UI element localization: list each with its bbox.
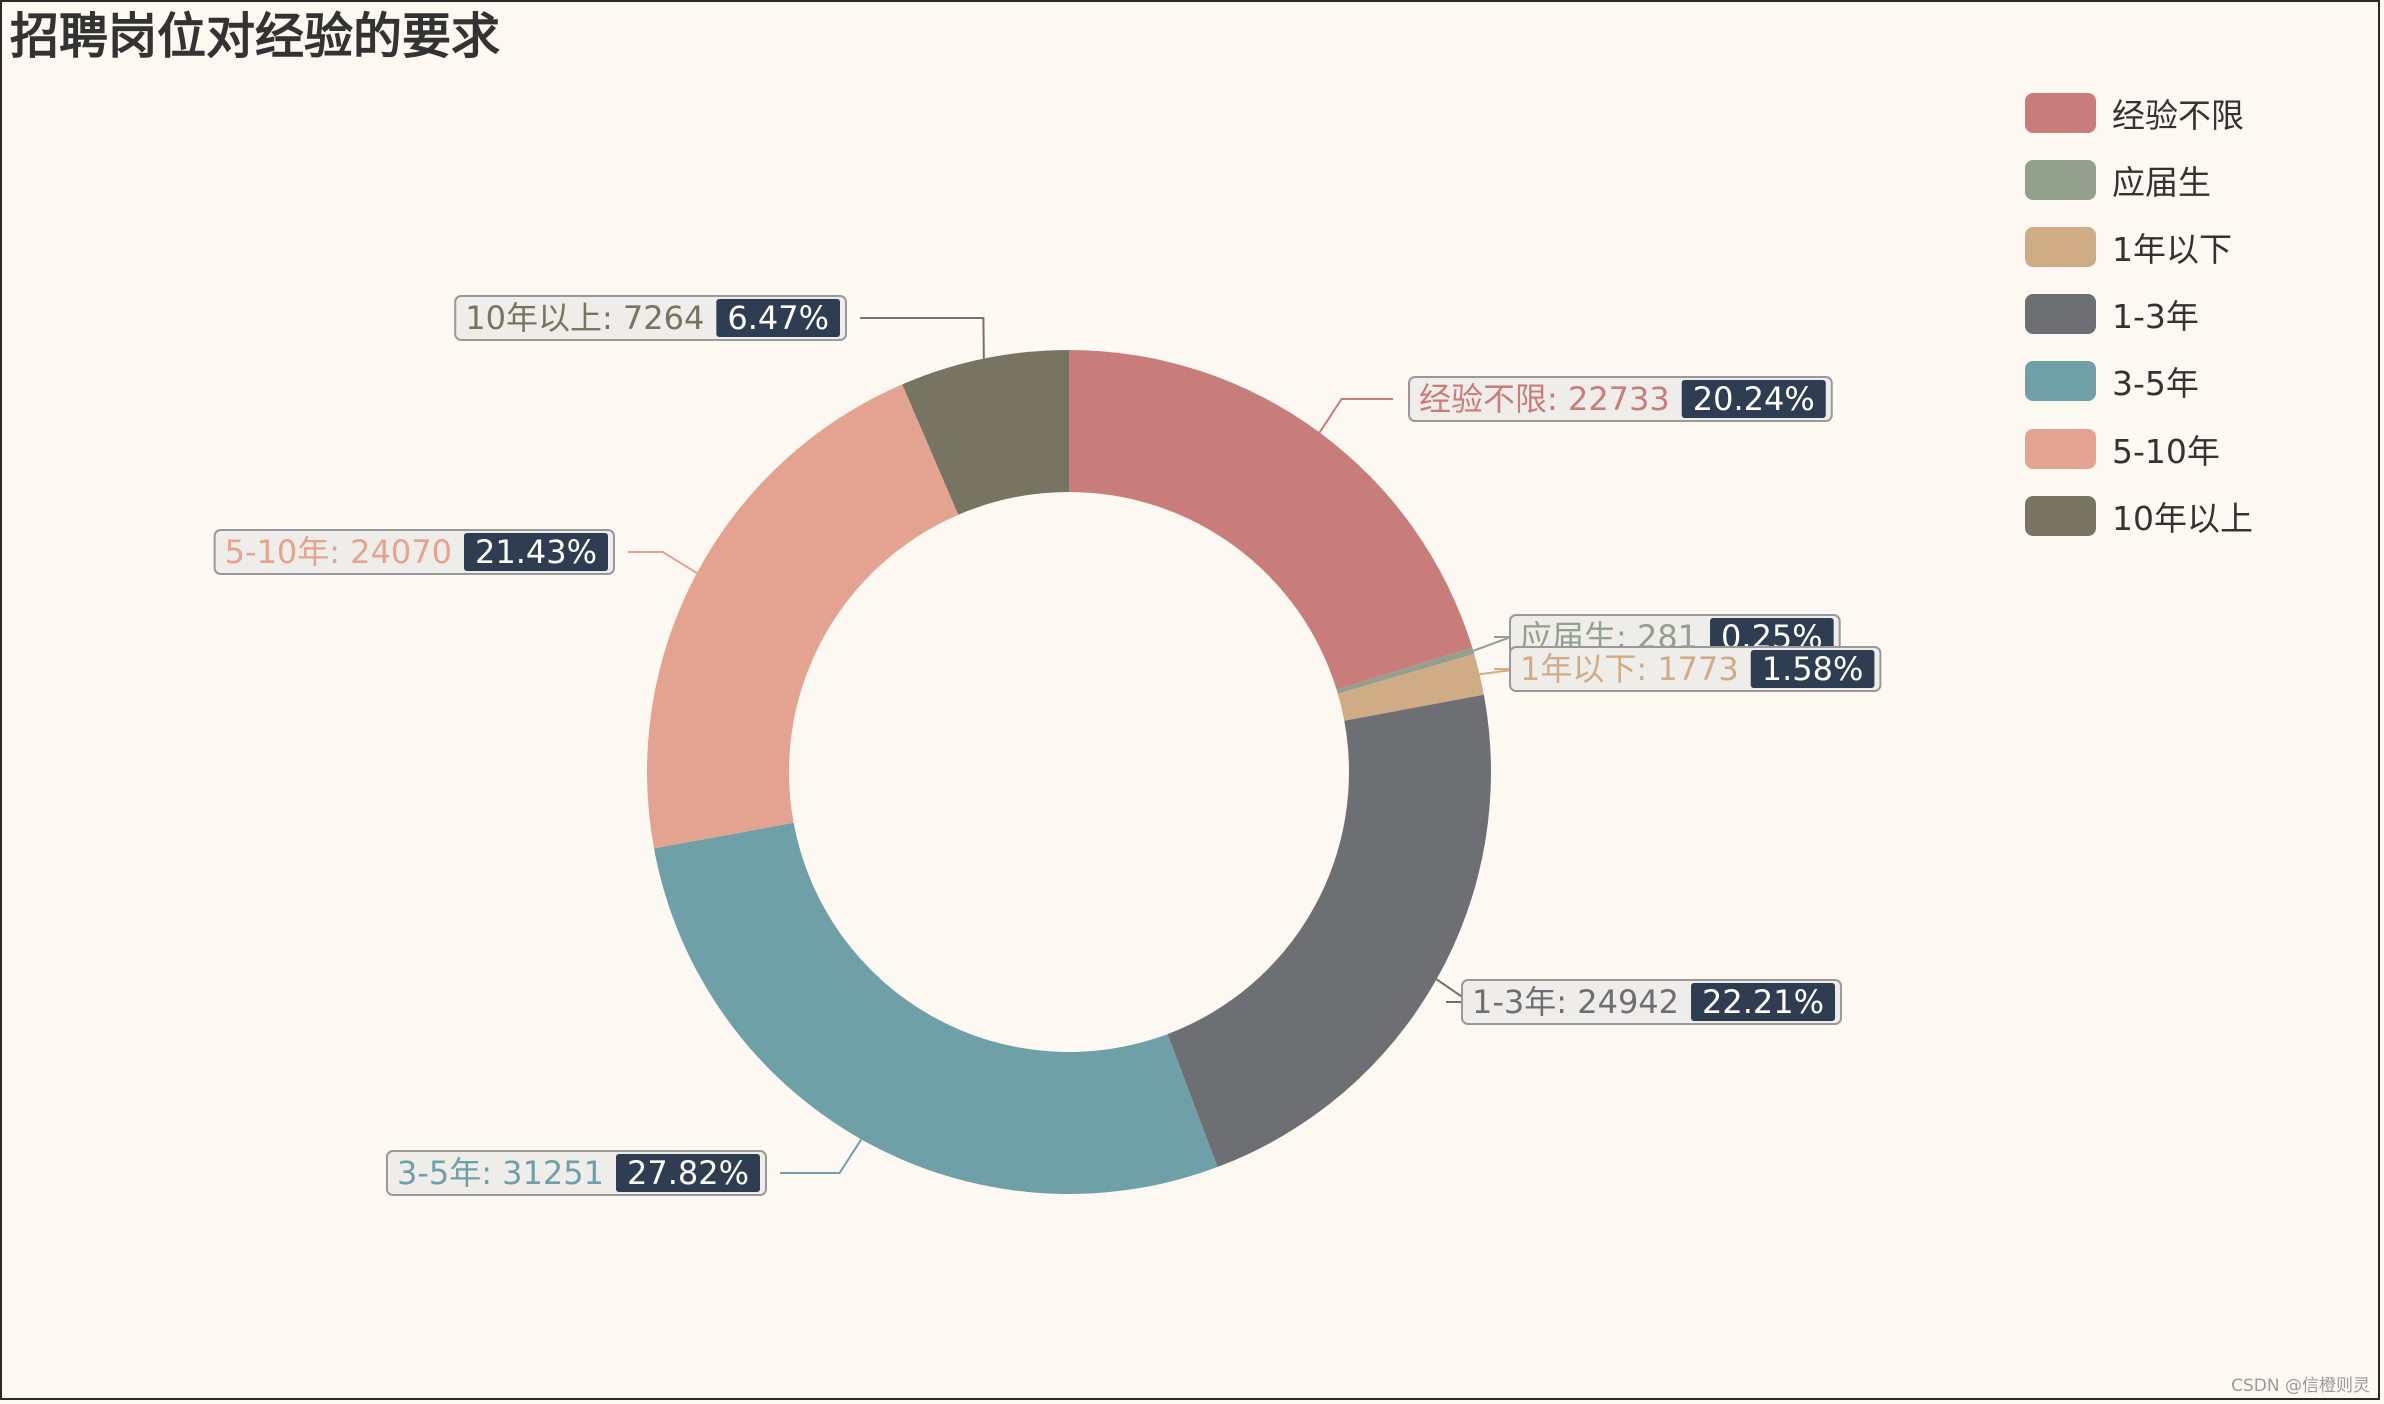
legend-swatch	[2025, 92, 2096, 133]
slice[interactable]	[1167, 694, 1491, 1168]
slice-label-text: 5-10年: 24070	[225, 533, 452, 571]
legend: 经验不限应届生 1年以下 1-3年 3-5年 5-10年 10年以上	[2025, 79, 2253, 549]
slice-label: 经验不限: 22733 20.24%	[1408, 376, 1833, 422]
percent-badge	[1681, 380, 1826, 418]
percent-text: 22.21%	[1702, 983, 1824, 1021]
slice[interactable]	[1069, 350, 1473, 690]
slice[interactable]	[902, 350, 1069, 515]
legend-item[interactable]: 5-10年	[2025, 415, 2253, 482]
percent-badge	[615, 1154, 760, 1192]
slice-label: 3-5年: 31251 27.82%	[385, 1150, 767, 1196]
legend-label: 10年以上	[2112, 498, 2253, 538]
watermark: CSDN @信橙则灵	[2231, 1376, 2370, 1396]
legend-swatch	[2025, 159, 2096, 200]
legend-label: 3-5年	[2112, 364, 2199, 404]
label-line	[780, 1138, 863, 1174]
slice-labels: 经验不限: 22733 20.24%应届生: 281 0.25%1年以下: 1773…	[213, 295, 1882, 1196]
slice-label-text: 3-5年: 31251	[397, 1154, 604, 1192]
legend-swatch	[2025, 294, 2096, 335]
percent-badge	[1750, 650, 1875, 688]
legend-label: 1年以下	[2112, 229, 2232, 269]
slice[interactable]	[653, 822, 1218, 1194]
legend-label: 5-10年	[2112, 431, 2220, 471]
slice-label-text: 1-3年: 24942	[1472, 983, 1679, 1021]
slice[interactable]	[1337, 654, 1484, 721]
percent-badge	[463, 533, 608, 571]
percent-badge	[1691, 983, 1836, 1021]
slice-label-text: 经验不限: 22733	[1419, 380, 1670, 418]
legend-item[interactable]: 1年以下	[2025, 213, 2253, 280]
slice-label: 1-3年: 24942 22.21%	[1461, 979, 1843, 1025]
legend-item[interactable]: 10年以上	[2025, 482, 2253, 549]
label-line	[860, 317, 985, 359]
percent-badge	[716, 299, 840, 337]
label-line	[1472, 636, 1512, 652]
legend-item[interactable]: 经验不限	[2025, 79, 2253, 146]
slice-label: 1年以下: 1773 1.58%	[1509, 646, 1882, 692]
legend-swatch	[2025, 495, 2096, 536]
percent-text: 21.43%	[475, 533, 597, 571]
slice-label: 10年以上: 7264 6.47%	[454, 295, 847, 341]
legend-label: 应届生	[2112, 162, 2211, 202]
legend-swatch	[2025, 428, 2096, 469]
legend-item[interactable]: 3-5年	[2025, 348, 2253, 415]
percent-text: 20.24%	[1693, 380, 1815, 418]
percent-text: 6.47%	[727, 299, 829, 337]
legend-item[interactable]: 应届生	[2025, 146, 2253, 213]
slice[interactable]	[646, 384, 959, 849]
chart-title: 招聘岗位对经验的要求	[10, 8, 501, 65]
percent-text: 1.58%	[1762, 650, 1864, 688]
slice-label-text: 10年以上: 7264	[465, 299, 704, 337]
label-line	[1318, 398, 1393, 434]
legend-item[interactable]: 1-3年	[2025, 281, 2253, 348]
percent-text: 27.82%	[627, 1154, 749, 1192]
legend-label: 1-3年	[2112, 297, 2199, 337]
slice-label-text: 1年以下: 1773	[1520, 650, 1739, 688]
legend-swatch	[2025, 226, 2096, 267]
legend-swatch	[2025, 361, 2096, 402]
slice[interactable]	[1336, 647, 1475, 694]
donut-ring	[646, 350, 1491, 1194]
label-line	[628, 551, 698, 574]
slice-label: 5-10年: 24070 21.43%	[213, 529, 615, 575]
legend-label: 经验不限	[2112, 95, 2244, 135]
